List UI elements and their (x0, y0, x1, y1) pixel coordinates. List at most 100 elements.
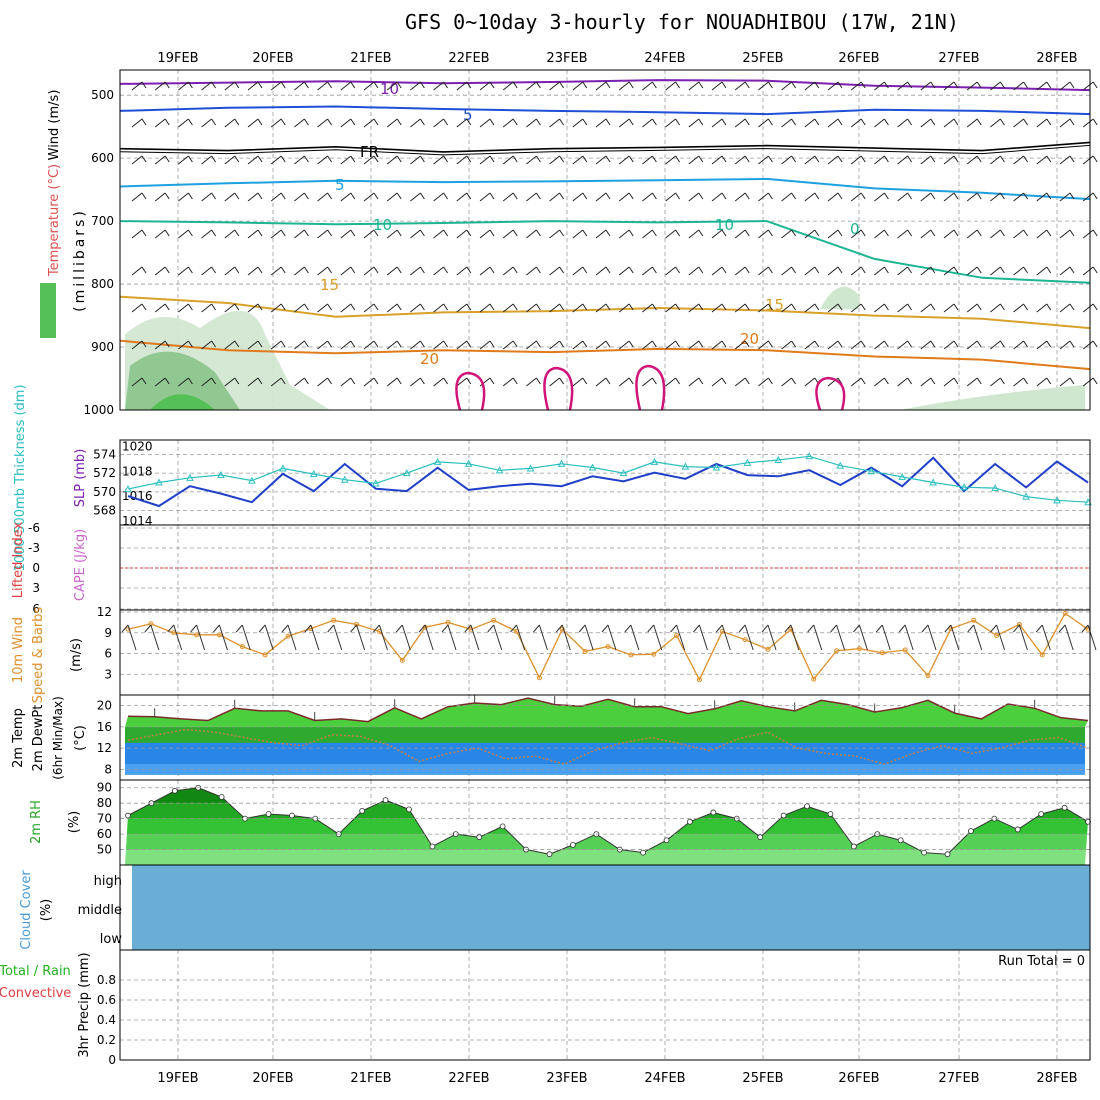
thickness-marker (371, 479, 380, 487)
temp-tick-label: 8 (104, 762, 112, 776)
wind-barb (920, 266, 936, 276)
wind-barb (618, 155, 634, 165)
wind-barb (734, 229, 750, 239)
wind-barb (247, 266, 263, 276)
wind-barb-10m (858, 624, 868, 651)
wind-barb (340, 81, 356, 91)
wind-barb (572, 229, 588, 239)
wind-speed-marker (216, 632, 222, 638)
wind-barb (1013, 340, 1029, 350)
date-label-bottom: 21FEB (350, 1071, 391, 1086)
wind-barb (270, 81, 286, 91)
wind-barb (317, 340, 333, 350)
axis-label-2m-dewpt: 2m DewPt (31, 705, 46, 772)
thickness-marker (898, 472, 907, 480)
wind-barb (781, 155, 797, 165)
wind-barb-10m (516, 624, 526, 651)
wind-barb (781, 118, 797, 128)
date-label-top: 20FEB (252, 51, 293, 66)
thickness-marker (619, 469, 628, 477)
wind-barb-10m (653, 624, 663, 651)
isoline-25 (543, 366, 574, 411)
axis-label-cape: CAPE (J/kg) (73, 529, 88, 601)
wind-barb (154, 229, 170, 239)
wind-barb-10m (241, 624, 251, 651)
thickness-marker (309, 470, 318, 478)
wind-barb (340, 340, 356, 350)
pressure-tick-label: 1000 (83, 403, 114, 417)
rh-marker (1038, 811, 1045, 817)
thickness-marker (588, 463, 597, 471)
wind-barb (595, 118, 611, 128)
wind-speed-marker (125, 626, 131, 632)
wind-barb-10m (418, 624, 426, 633)
wind-barb (433, 118, 449, 128)
wind-barb (549, 192, 565, 202)
isoline-6 (119, 339, 1091, 371)
wind-barb (781, 81, 797, 91)
date-label-top: 24FEB (644, 51, 685, 66)
wind-barb (804, 155, 820, 165)
dewpoint-line (127, 728, 1089, 765)
wind-barb (479, 192, 495, 202)
wind-barb (966, 118, 982, 128)
wind-speed-marker (262, 652, 268, 658)
thickness-tick-label: 574 (93, 447, 116, 461)
wind-barb-10m (304, 624, 312, 633)
date-label-top: 22FEB (448, 51, 489, 66)
wind-barb (897, 229, 913, 239)
wind-barb (781, 303, 797, 313)
wind-barb-10m (310, 624, 320, 651)
wind-barb-10m (670, 624, 677, 633)
pressure-tick-label: 500 (91, 88, 114, 102)
wind-barb (966, 192, 982, 202)
wind-barb (874, 81, 889, 91)
wind-barb (340, 192, 356, 202)
wind-tick-label: 12 (97, 605, 112, 619)
wind-barb (201, 229, 217, 239)
wind-barb (363, 377, 379, 387)
wind-barb-10m (1035, 624, 1043, 633)
wind-barb (433, 229, 449, 239)
wind-barb (758, 192, 773, 202)
wind-barb-10m (790, 624, 800, 651)
wind-barb (433, 192, 449, 202)
wind-barb (340, 266, 356, 276)
cloud-cover-area (132, 865, 1090, 950)
wind-barb (178, 266, 193, 276)
wind-barb-10m (698, 624, 708, 651)
wind-barb (1013, 118, 1029, 128)
wind-speed-marker (582, 648, 588, 654)
rh-band (125, 834, 1088, 850)
wind-barb-10m (904, 624, 914, 651)
wind-barb-10m (487, 624, 495, 633)
wind-barb (1059, 377, 1075, 387)
cloud-level-label: low (100, 932, 123, 947)
wind-barb (154, 303, 170, 313)
wind-barb-10m (121, 624, 129, 633)
wind-barb-10m (967, 624, 975, 633)
axis-label-slp: SLP (mb) (73, 449, 88, 508)
wind-speed-marker (651, 651, 657, 657)
wind-barb-10m (715, 624, 723, 633)
isoline-25 (455, 371, 486, 411)
wind-barb (711, 155, 727, 165)
wind-barb (966, 303, 982, 313)
wind-barb (317, 377, 333, 387)
wind-barb (270, 303, 286, 313)
wind-barb (734, 155, 750, 165)
isoline-label: 10 (373, 216, 392, 234)
wind-barb (618, 266, 634, 276)
wind-barb-10m (738, 624, 746, 633)
wind-barb (827, 155, 843, 165)
isoline-5 (119, 295, 1091, 330)
wind-barb (711, 266, 727, 276)
wind-barb (827, 229, 843, 239)
wind-barb-10m (327, 624, 335, 633)
wind-barb (595, 266, 611, 276)
thickness-marker (402, 469, 411, 477)
wind-barb-10m (973, 624, 983, 651)
wind-barb (526, 303, 541, 313)
wind-barb (758, 266, 773, 276)
